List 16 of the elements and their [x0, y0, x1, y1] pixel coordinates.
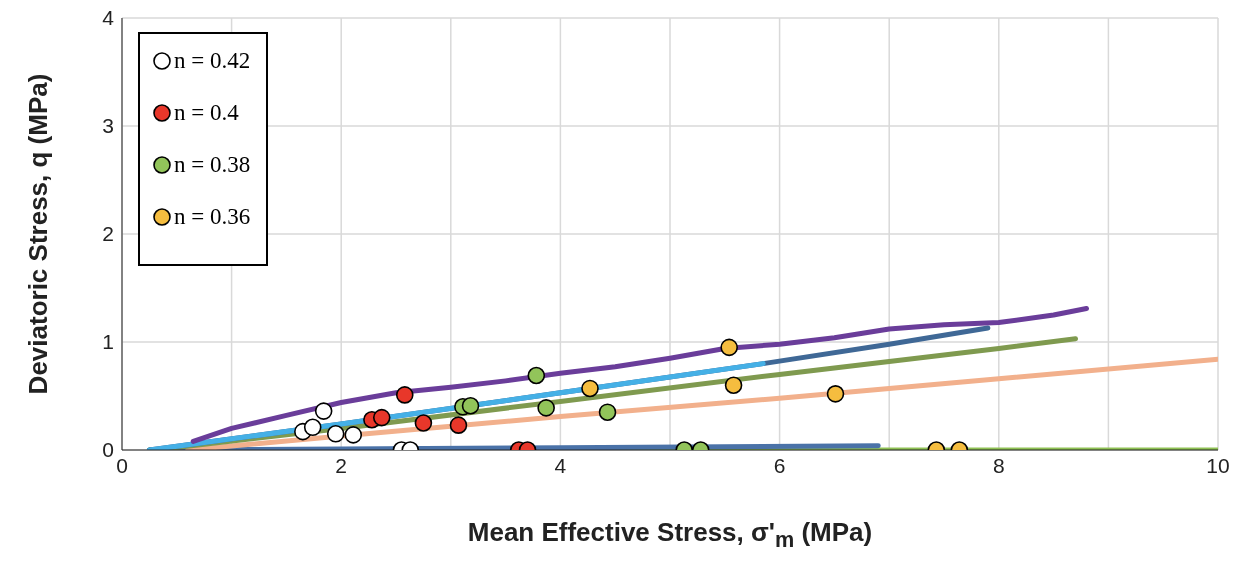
y-tick-label: 1	[102, 330, 114, 354]
y-tick-label: 2	[102, 222, 114, 246]
legend-label: n = 0.4	[174, 100, 239, 126]
x-axis-title: Mean Effective Stress, σ'$_{m}$ (MPa)	[466, 517, 874, 554]
x-tick-label: 10	[1206, 453, 1230, 477]
legend-label: n = 0.42	[174, 48, 251, 74]
x-tick-label: 6	[773, 453, 786, 477]
y-tick-label: 3	[102, 114, 114, 138]
y-tick-label: 4	[102, 6, 115, 30]
x-tick-label: 4	[554, 453, 567, 477]
y-tick-label: 0	[102, 438, 114, 462]
y-axis-title: Deviatoric Stress, q (MPa)	[22, 73, 54, 395]
legend-label: n = 0.38	[174, 152, 251, 178]
x-tick-label: 8	[992, 453, 1005, 477]
x-tick-label: 2	[335, 453, 348, 477]
legend-label: n = 0.36	[174, 204, 251, 230]
